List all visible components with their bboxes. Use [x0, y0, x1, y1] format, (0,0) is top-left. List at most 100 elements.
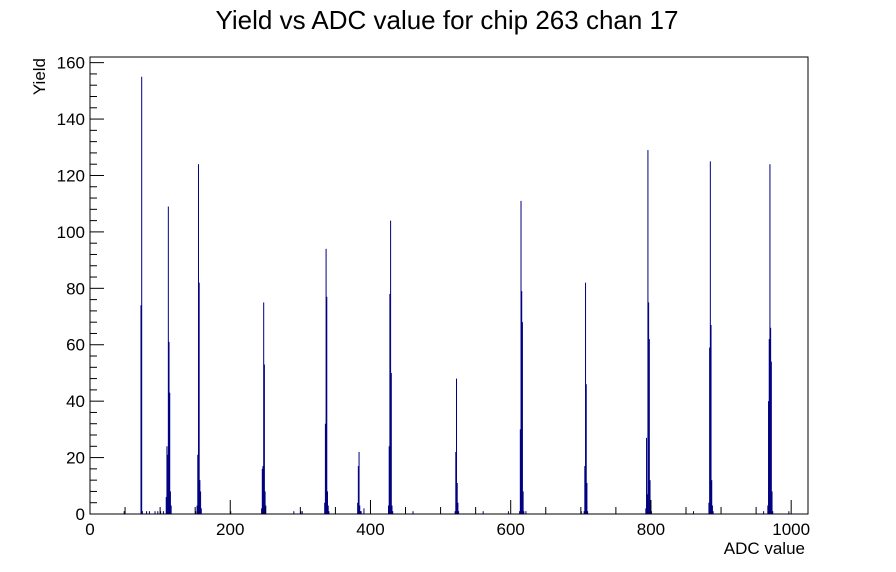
histogram-bin-460: [412, 511, 414, 514]
histogram-bin-524: [457, 502, 459, 514]
histogram-bin-104: [162, 511, 164, 514]
histogram-bin-797: [648, 339, 650, 514]
histogram-bin-110: [167, 454, 169, 514]
histogram-bin-996: [788, 511, 790, 514]
histogram-bin-884: [709, 161, 711, 514]
histogram-bin-618: [523, 511, 525, 514]
histogram-bin-386: [360, 511, 362, 514]
histogram-bin-966: [767, 505, 769, 514]
histogram-bin-968: [768, 339, 770, 514]
x-tick-label: 1000: [772, 520, 810, 539]
histogram-bin-521: [455, 451, 457, 514]
histogram-bin-798: [649, 480, 651, 514]
histogram-bin-796: [648, 302, 650, 514]
histogram-bin-617: [522, 491, 524, 514]
chart-title: Yield vs ADC value for chip 263 chan 17: [216, 5, 679, 35]
histogram-bin-969: [769, 164, 771, 514]
histogram-bin-885: [710, 324, 712, 514]
histogram-bin-883: [709, 347, 711, 514]
y-tick-label: 120: [57, 166, 85, 185]
histogram-bin-426: [388, 446, 390, 514]
histogram-bin-74: [141, 511, 143, 514]
histogram-bin-431: [392, 511, 394, 514]
histogram-bin-525: [458, 511, 460, 514]
histogram-bin-150: [195, 511, 197, 514]
y-axis-label: Yield: [30, 58, 49, 95]
histogram-bin-792: [645, 508, 647, 514]
x-axis-label: ADC value: [724, 539, 805, 558]
histogram-bin-48: [123, 511, 125, 514]
histogram-bin-72: [140, 305, 142, 514]
histogram-bin-157: [200, 491, 202, 514]
histogram-bin-704: [583, 511, 585, 514]
histogram-bin-888: [712, 511, 714, 514]
histogram-bin-381: [357, 502, 359, 514]
histogram-bin-560: [482, 511, 484, 514]
histogram-bin-390: [363, 508, 365, 514]
histogram-bin-972: [771, 491, 773, 514]
histogram-bin-973: [772, 511, 774, 514]
histogram-bin-100: [160, 511, 162, 514]
histogram-bin-621: [525, 511, 527, 514]
histogram-bin-708: [586, 482, 588, 514]
histogram-bin-245: [261, 468, 263, 514]
histogram-bin-335: [324, 423, 326, 514]
histogram-bin-960: [763, 511, 765, 514]
histogram-bin-334: [324, 502, 326, 514]
histogram-bin-155: [198, 282, 200, 514]
histogram-bin-522: [456, 378, 458, 514]
histogram-bin-247: [263, 302, 265, 514]
y-tick-label: 100: [57, 223, 85, 242]
x-tick-label: 800: [637, 520, 665, 539]
histogram-bars: [123, 76, 790, 514]
histogram-bin-73: [141, 76, 143, 514]
y-tick-label: 160: [57, 54, 85, 73]
histogram-bin-112: [168, 341, 170, 514]
y-axis: 0 20 40 60 80 100 120 140 160: [57, 54, 104, 524]
histogram-bin-340: [328, 511, 330, 514]
histogram-bin-337: [326, 296, 328, 514]
histogram-bin-338: [327, 491, 328, 514]
y-tick-label: 0: [76, 505, 85, 524]
histogram-bin-709: [587, 511, 589, 514]
histogram-bin-249: [264, 491, 266, 514]
histogram-bin-246: [262, 466, 264, 514]
histogram-bin-113: [169, 392, 171, 514]
histogram-bin-384: [359, 505, 361, 514]
x-axis: 0 200 400 600 800 1000: [85, 500, 810, 539]
histogram-bin-111: [167, 206, 169, 514]
histogram-bin-520: [454, 511, 456, 514]
histogram-bin-795: [647, 150, 649, 514]
histogram-bin-339: [327, 505, 329, 514]
histogram-bin-336: [325, 248, 327, 514]
histogram-bin-302: [301, 511, 303, 514]
histogram-bin-84: [148, 511, 150, 514]
histogram-bin-430: [391, 505, 393, 514]
histogram-bin-614: [520, 200, 522, 514]
histogram-bin-96: [157, 511, 159, 514]
histogram-bin-158: [200, 508, 202, 514]
histogram-bin-156: [199, 480, 201, 514]
histogram-bin-970: [770, 327, 772, 514]
x-tick-label: 200: [216, 520, 244, 539]
histogram-bin-425: [388, 505, 389, 514]
histogram-bin-523: [456, 482, 458, 514]
histogram-bin-429: [390, 372, 392, 514]
y-tick-label: 140: [57, 110, 85, 129]
histogram-bin-887: [711, 505, 713, 514]
histogram-bin-596: [507, 511, 509, 514]
histogram-bin-153: [197, 454, 199, 514]
histogram-bin-793: [646, 437, 648, 514]
histogram-bin-612: [519, 511, 521, 514]
x-tick-label: 600: [497, 520, 525, 539]
histogram-bin-114: [169, 491, 171, 514]
histogram-bin-92: [154, 511, 156, 514]
histogram-bin-615: [521, 291, 523, 514]
histogram-bin-154: [197, 164, 199, 514]
y-tick-label: 60: [66, 336, 85, 355]
histogram-bin-80: [146, 511, 148, 514]
histogram-bin-115: [170, 505, 172, 514]
histogram-bin-616: [521, 322, 523, 514]
histogram-bin-706: [585, 282, 587, 514]
